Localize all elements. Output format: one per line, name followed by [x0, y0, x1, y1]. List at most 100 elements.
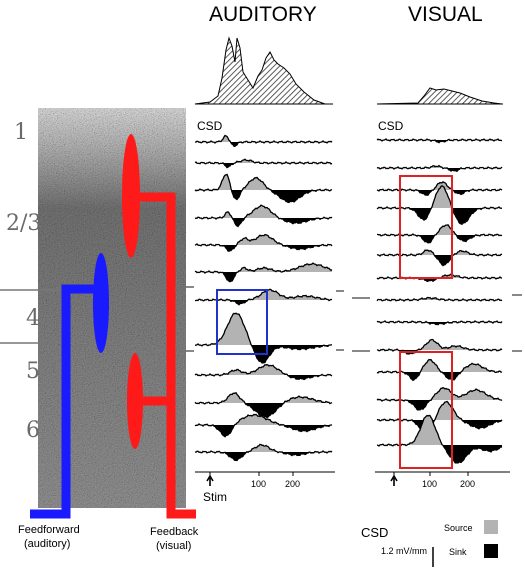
legend-title: CSD	[361, 525, 388, 540]
auditory-trace-5	[194, 233, 333, 252]
visual-channel-13	[376, 400, 503, 437]
visual-trace-13	[376, 400, 503, 437]
auditory-channel-9	[194, 363, 333, 381]
visual-channel-2	[376, 164, 503, 173]
legend-source-swatch	[484, 520, 498, 534]
visual-channel-12	[376, 386, 503, 411]
auditory-channel-5	[194, 233, 333, 252]
visual-channel-5	[376, 224, 503, 244]
visual-trace-14	[376, 414, 503, 464]
visual-time-axis: 100 200	[375, 471, 510, 489]
visual-trace-3	[376, 180, 503, 196]
legend-sink-label: Sink	[449, 547, 467, 557]
visual-trace-10	[376, 338, 503, 355]
auditory-sink-fill-12	[195, 452, 332, 461]
visual-source-fill-13	[377, 401, 502, 420]
auditory-source-fill-5	[195, 234, 332, 245]
visual-channel-9	[376, 320, 503, 326]
feedforward-pathway	[30, 253, 109, 519]
auditory-trace-12	[194, 443, 333, 462]
auditory-channel-11	[194, 413, 333, 438]
visual-trace-5	[376, 224, 503, 244]
auditory-sink-fill-3	[195, 190, 332, 203]
layer-label-1: 1	[14, 120, 28, 145]
auditory-source-fill-12	[195, 444, 332, 452]
layer-label-2-3: 2/3	[6, 211, 41, 236]
visual-tick-200: 200	[460, 479, 475, 489]
auditory-sink-fill-11	[195, 425, 332, 437]
visual-mua-histogram	[376, 87, 503, 105]
auditory-source-fill-11	[195, 414, 332, 425]
visual-trace-8	[376, 296, 503, 302]
auditory-source-fill-7	[195, 289, 332, 300]
legend-scale: 1.2 mV/mm	[381, 546, 427, 556]
visual-trace-4	[376, 185, 503, 226]
auditory-time-axis: 100 200 Stim	[195, 471, 335, 504]
visual-layer4-markers	[352, 294, 522, 352]
visual-csd-traces	[376, 138, 503, 464]
auditory-trace-2	[194, 158, 333, 169]
auditory-trace-4	[194, 204, 333, 228]
feedback-label-line2: (visual)	[156, 540, 191, 552]
auditory-trace-11	[194, 413, 333, 438]
auditory-source-fill-4	[195, 205, 332, 218]
feedforward-label-line2: (auditory)	[24, 538, 70, 550]
auditory-trace-3	[194, 173, 333, 204]
visual-source-fill-11	[377, 359, 502, 372]
feedforward-label-line1: Feedforward	[18, 524, 80, 536]
auditory-sink-fill-5	[195, 245, 332, 252]
visual-channel-3	[376, 180, 503, 196]
visual-sink-fill-13	[377, 420, 502, 436]
auditory-channel-10	[194, 391, 333, 419]
visual-stim-arrow-icon	[390, 474, 398, 486]
auditory-tick-200: 200	[285, 479, 300, 489]
visual-highlight-box-upper	[399, 175, 453, 279]
visual-csd-label: CSD	[378, 119, 404, 133]
auditory-source-fill-1	[195, 135, 332, 142]
auditory-source-fill-3	[195, 174, 332, 190]
auditory-sink-fill-7	[195, 300, 332, 305]
auditory-csd-label: CSD	[197, 119, 223, 133]
cortex-section-image	[38, 108, 186, 508]
visual-sink-fill-5	[377, 235, 502, 243]
visual-highlight-box-lower	[399, 351, 453, 469]
auditory-highlight-box	[216, 289, 268, 355]
visual-trace-6	[376, 249, 503, 267]
visual-source-fill-12	[377, 387, 502, 400]
legend-sink-swatch	[484, 544, 498, 558]
auditory-layer4-markers	[186, 286, 344, 352]
auditory-channel-1	[194, 134, 333, 147]
auditory-mua-histogram	[194, 36, 333, 105]
visual-source-fill-3	[377, 181, 502, 190]
visual-trace-2	[376, 164, 503, 173]
auditory-stim-arrow-icon	[206, 474, 214, 486]
auditory-trace-9	[194, 363, 333, 381]
visual-channel-8	[376, 296, 503, 302]
visual-sink-fill-11	[377, 372, 502, 381]
feedback-label-line1: Feedback	[150, 526, 199, 538]
feedback-pathway	[122, 134, 196, 519]
auditory-trace-6	[194, 262, 333, 283]
visual-channel-14	[376, 414, 503, 464]
legend-source-label: Source	[444, 523, 473, 533]
auditory-sink-fill-4	[195, 218, 332, 227]
visual-channel-4	[376, 185, 503, 226]
visual-trace-9	[376, 320, 503, 326]
visual-channel-6	[376, 249, 503, 267]
auditory-sink-fill-6	[195, 272, 332, 282]
visual-trace-1	[376, 138, 503, 144]
visual-trace-12	[376, 386, 503, 411]
visual-source-fill-4	[377, 185, 502, 208]
auditory-csd-traces	[194, 134, 333, 462]
layer-label-6: 6	[26, 418, 40, 443]
auditory-sink-fill-10	[195, 403, 332, 418]
visual-title: VISUAL	[408, 3, 483, 26]
visual-channel-1	[376, 138, 503, 144]
auditory-tick-100: 100	[251, 479, 266, 489]
visual-channel-11	[376, 358, 503, 382]
visual-trace-11	[376, 358, 503, 382]
visual-sink-fill-14	[377, 445, 502, 464]
visual-source-fill-10	[377, 339, 502, 350]
visual-tick-100: 100	[422, 479, 437, 489]
